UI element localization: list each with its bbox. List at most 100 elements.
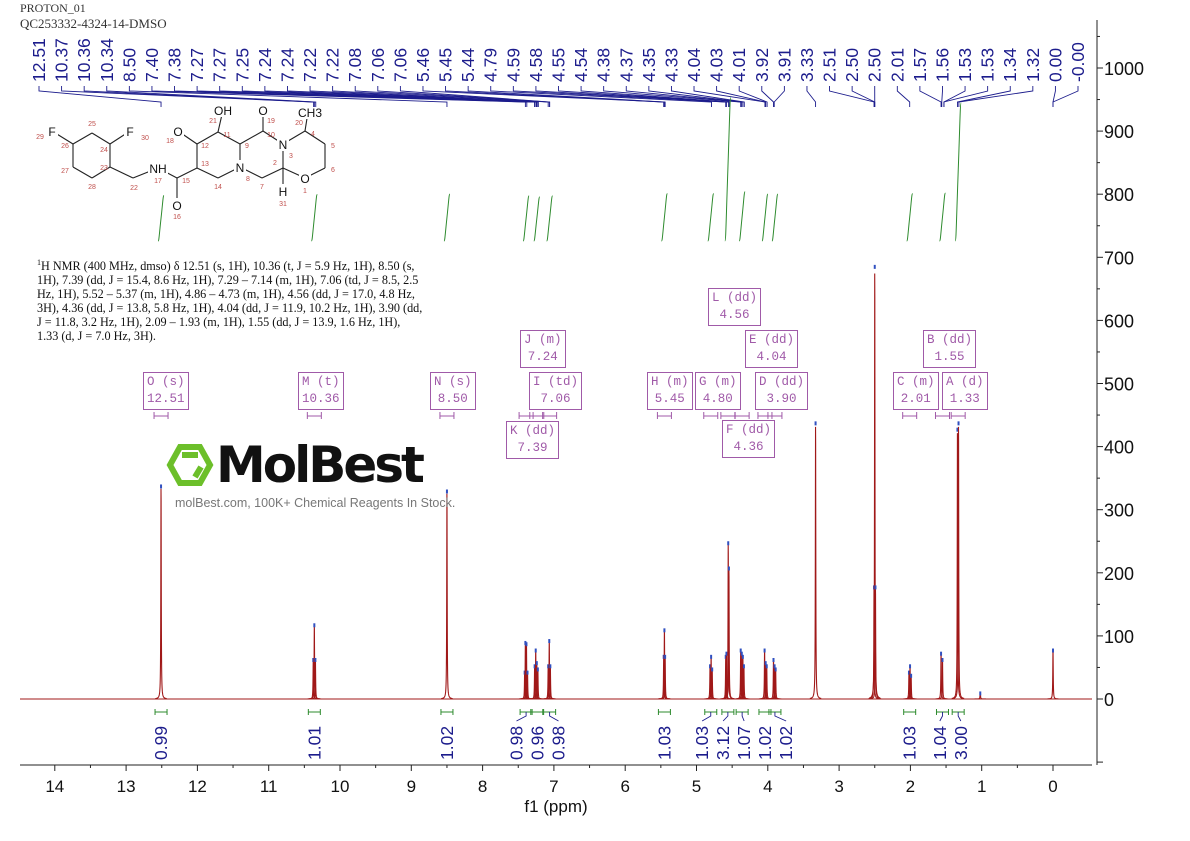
- peak-label-connector: [490, 86, 712, 107]
- y-tick-label: 1000: [1104, 59, 1144, 79]
- y-tick-label: 200: [1104, 564, 1134, 584]
- multiplet-label: G (m): [699, 375, 737, 389]
- atom-label: NH: [149, 162, 166, 176]
- integral-label-connector: [549, 712, 559, 722]
- multiplet-box: O (s) 12.51: [143, 372, 189, 410]
- multiplet-shift: 5.45: [654, 392, 685, 406]
- x-tick-label: 9: [407, 777, 416, 796]
- peak-shift-label: 7.40: [142, 48, 162, 82]
- spectrum-peak: [936, 658, 949, 700]
- x-tick-label: 14: [45, 777, 64, 796]
- multiplet-box: H (m) 5.45: [647, 372, 693, 410]
- peak-shift-label: -0.00: [1068, 42, 1088, 82]
- multiplet-label: B (dd): [927, 333, 973, 347]
- atom-number: 22: [130, 185, 138, 192]
- multiplet-range-bracket: [518, 412, 534, 419]
- peak-shift-label: 4.59: [503, 48, 523, 82]
- y-tick-label: 700: [1104, 248, 1134, 268]
- peak-shift-label: 4.03: [707, 48, 727, 82]
- multiplet-label: H (m): [651, 375, 689, 389]
- multiplet-label: J (m): [524, 333, 562, 347]
- multiplet-label: N (s): [434, 375, 472, 389]
- multiplet-shift: 7.24: [527, 350, 558, 364]
- atom-number: 13: [201, 161, 209, 168]
- spectrum-peak: [441, 493, 453, 700]
- peak-shift-label: 4.04: [684, 48, 704, 82]
- integral-label-connector: [957, 712, 962, 722]
- multiplet-range-bracket: [734, 412, 750, 419]
- peak-shift-label: 1.53: [955, 48, 975, 82]
- watermark-subtitle: molBest.com, 100K+ Chemical Reagents In …: [175, 496, 456, 510]
- integral-curve: [939, 192, 946, 242]
- atom-label: N: [236, 161, 245, 175]
- peak-shift-label: 1.56: [932, 48, 952, 82]
- chemical-bond: [72, 132, 93, 145]
- integral-curve: [522, 195, 530, 242]
- chemical-bond: [91, 166, 111, 179]
- atom-number: 14: [214, 184, 222, 191]
- multiplet-label: L (dd): [712, 291, 758, 305]
- watermark-logo: MolBest: [216, 436, 425, 494]
- atom-number: 21: [209, 118, 217, 125]
- peak-label-connector: [332, 86, 539, 107]
- integral-curve: [707, 193, 715, 242]
- peak-shift-label: 12.51: [29, 38, 49, 82]
- integral-value: 1.02: [776, 726, 796, 760]
- peak-shift-label: 3.92: [752, 48, 772, 82]
- peak-label-connector: [806, 86, 817, 107]
- peak-shift-label: 4.01: [729, 48, 749, 82]
- integral-value: 1.07: [734, 726, 754, 760]
- multiplet-shift: 7.06: [540, 392, 571, 406]
- multiplet-label: K (dd): [510, 424, 556, 438]
- peak-shift-label: 1.53: [978, 48, 998, 82]
- y-tick-label: 300: [1104, 501, 1134, 521]
- multiplet-shift: 4.36: [733, 440, 764, 454]
- peak-label-connector: [445, 86, 665, 107]
- atom-number: 29: [36, 134, 44, 141]
- atom-number: 27: [61, 168, 69, 175]
- atom-number: 1: [303, 188, 307, 195]
- spectrum-peak: [809, 426, 822, 700]
- multiplet-range-bracket: [767, 412, 783, 419]
- atom-number: 5: [331, 143, 335, 150]
- multiplet-box: J (m) 7.24: [520, 330, 566, 368]
- integral-range-bracket: [307, 709, 321, 715]
- peak-label-connector: [61, 86, 315, 107]
- peak-shift-label: 4.33: [661, 48, 681, 82]
- spectrum-peak: [1047, 649, 1059, 700]
- integral-value: 0.99: [151, 726, 171, 760]
- peak-shift-label: 4.58: [526, 48, 546, 82]
- peak-shift-label: 10.34: [97, 38, 117, 82]
- peak-shift-label: 4.54: [571, 48, 591, 82]
- atom-number: 9: [245, 143, 249, 150]
- atom-number: 8: [246, 176, 250, 183]
- peak-shift-label: 1.57: [910, 48, 930, 82]
- chemical-bond: [261, 167, 284, 179]
- peak-label-connector: [958, 86, 1034, 107]
- peak-shift-label: 0.00: [1045, 48, 1065, 82]
- x-tick-label: 5: [692, 777, 701, 796]
- integral-value: 3.00: [951, 726, 971, 760]
- atom-number: 16: [173, 214, 181, 221]
- integral-value: 1.03: [900, 726, 920, 760]
- atom-number: 23: [100, 165, 108, 172]
- integral-value: 1.03: [692, 726, 712, 760]
- peak-label-connector: [693, 86, 766, 107]
- atom-label: O: [258, 104, 267, 118]
- peak-label-connector: [943, 86, 989, 107]
- atom-number: 3: [289, 153, 293, 160]
- peak-label-connector: [761, 86, 774, 107]
- nmr-description: 1H NMR (400 MHz, dmso) δ 12.51 (s, 1H), …: [37, 258, 423, 343]
- integral-value: 1.02: [437, 726, 457, 760]
- peak-label-connector: [773, 86, 785, 107]
- peak-label-connector: [957, 86, 1011, 107]
- spectrum-peak: [767, 658, 780, 700]
- peak-shift-label: 2.51: [820, 48, 840, 82]
- multiplet-box: L (dd) 4.56: [708, 288, 762, 326]
- multiplet-shift: 12.51: [147, 392, 185, 406]
- x-tick-label: 12: [188, 777, 207, 796]
- x-tick-label: 6: [620, 777, 629, 796]
- peak-shift-label: 7.06: [368, 48, 388, 82]
- multiplet-shift: 10.36: [302, 392, 340, 406]
